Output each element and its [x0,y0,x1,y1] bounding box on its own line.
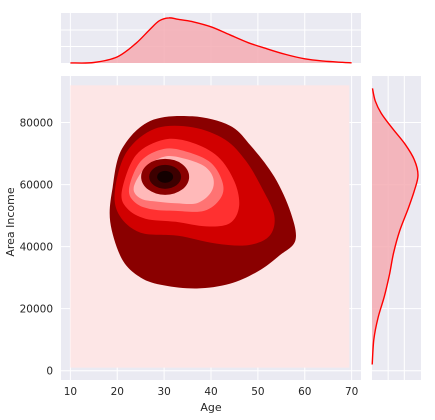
marginal-y-fill [372,88,418,365]
kde-core-8 [157,170,174,183]
x-tick-label: 70 [345,386,358,398]
marginal-y-panel [371,76,421,380]
y-tick-label: 60000 [20,180,53,192]
y-tick-label: 80000 [20,118,53,130]
marginal-y-line [371,88,419,365]
x-tick-label: 10 [64,386,77,398]
y-tick-label: 20000 [20,304,53,316]
x-tick-label: 40 [204,386,217,398]
x-axis-label: Age [200,401,222,414]
y-tick-label: 40000 [20,242,53,254]
y-axis-ticks: 0 20000 40000 60000 80000 [20,118,53,378]
y-axis-label: Area Income [4,187,17,257]
y-tick-label: 0 [46,366,53,378]
joint-panel [61,76,361,380]
x-tick-label: 60 [298,386,311,398]
x-tick-label: 50 [251,386,264,398]
x-tick-label: 20 [111,386,124,398]
x-axis-ticks: 10 20 30 40 50 60 70 [64,386,359,398]
x-tick-label: 30 [157,386,170,398]
marginal-x-line [70,17,352,64]
marginal-x-panel [61,13,361,64]
marginal-x-fill [70,17,352,64]
